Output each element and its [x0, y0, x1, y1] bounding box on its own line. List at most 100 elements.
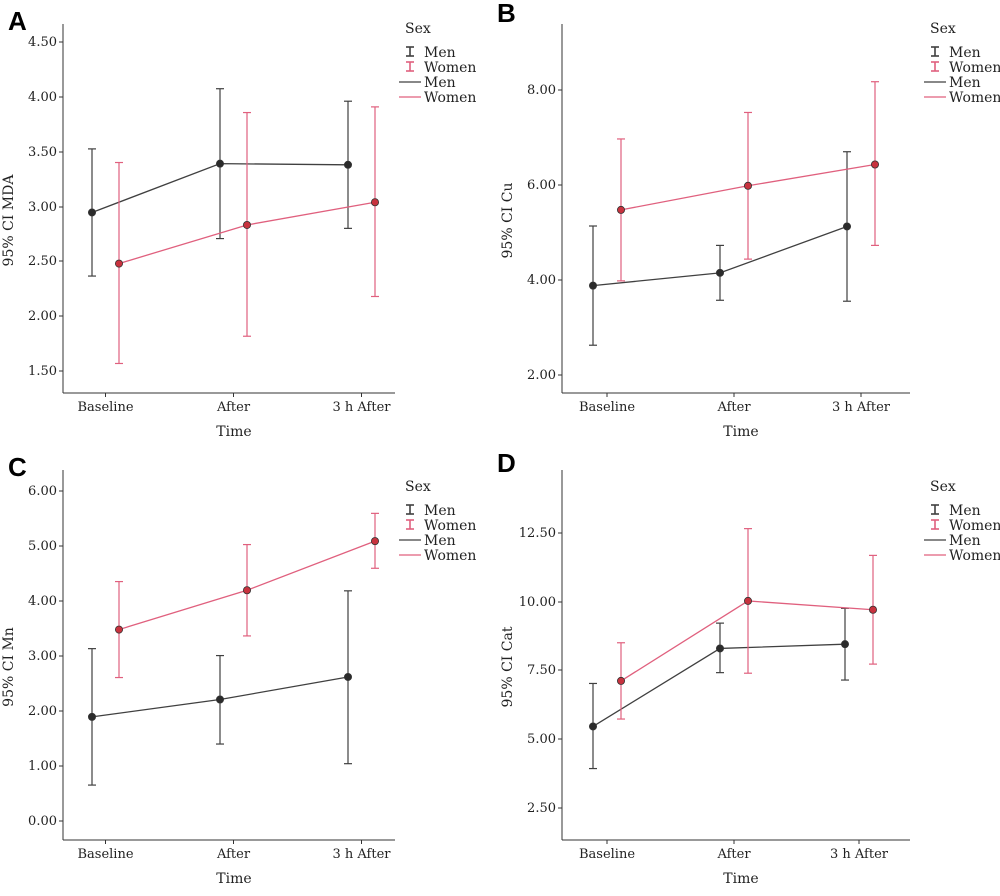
x-axis-title: Time: [216, 871, 251, 887]
data-point: [88, 208, 97, 217]
y-tick-label: 8.00: [527, 83, 556, 98]
x-tick-label: After: [216, 847, 251, 862]
legend-title: Sex: [930, 21, 956, 37]
series-line: [592, 643, 846, 727]
data-point: [843, 222, 852, 231]
chart-panel-d: D 2.50 5.00 7.50 10.00 12.50 Baseline After 3 h …: [497, 448, 1000, 887]
legend-title: Sex: [405, 479, 431, 495]
data-point: [617, 676, 626, 685]
panel-letter: D: [497, 448, 516, 478]
data-point: [841, 640, 850, 649]
chart-panel-a: A 1.50 2.00 2.50 3.00 3.50 4.00 4.50 Baseline Aft…: [1, 6, 476, 440]
data-point: [871, 160, 880, 169]
legend-item-label: Women: [424, 518, 476, 534]
data-point: [370, 198, 379, 207]
y-tick-label: 10.00: [519, 595, 556, 610]
data-point: [869, 605, 878, 614]
series-men: [88, 88, 352, 277]
data-point: [716, 644, 725, 653]
x-tick-label: Baseline: [579, 400, 635, 415]
legend-item-label: Women: [424, 548, 476, 564]
series-women: [617, 81, 880, 282]
data-point: [215, 695, 224, 704]
data-point: [115, 259, 124, 268]
data-point: [215, 159, 224, 168]
x-tick-label: After: [716, 400, 751, 415]
x-tick-label: 3 h After: [332, 847, 391, 862]
series-women: [617, 528, 878, 720]
chart-panel-b: B 2.00 4.00 6.00 8.00 Baseline After 3 h After T…: [497, 0, 1000, 440]
legend-item-label: Men: [424, 75, 456, 91]
x-tick-label: 3 h After: [332, 400, 391, 415]
data-point: [115, 625, 124, 634]
data-point: [88, 712, 97, 721]
y-tick-label: 2.00: [527, 368, 556, 383]
data-point: [744, 596, 753, 605]
legend-item-label: Women: [424, 90, 476, 106]
y-tick-label: 3.00: [28, 200, 57, 215]
legend-item-label: Men: [949, 45, 981, 61]
y-tick-label: 2.00: [28, 309, 57, 324]
y-tick-label: 12.50: [519, 526, 556, 541]
legend-item-label: Men: [424, 45, 456, 61]
data-point: [242, 220, 251, 229]
data-point: [617, 205, 626, 214]
y-tick-label: 1.00: [28, 759, 57, 774]
legend-item-label: Men: [424, 533, 456, 549]
data-point: [343, 160, 352, 169]
y-axis-title: 95% CI MDA: [1, 174, 17, 267]
legend-item-label: Women: [949, 518, 1000, 534]
series-men: [589, 151, 852, 346]
legend-item-label: Women: [949, 90, 1000, 106]
y-axis-title: 95% CI Cu: [500, 183, 516, 259]
y-tick-label: 1.50: [28, 364, 57, 379]
x-tick-label: After: [216, 400, 251, 415]
x-tick-label: 3 h After: [830, 847, 889, 862]
x-axis-title: Time: [216, 424, 251, 440]
legend-title: Sex: [405, 21, 431, 37]
legend-item-label: Men: [949, 533, 981, 549]
y-tick-label: 3.50: [28, 145, 57, 160]
x-axis-title: Time: [723, 871, 758, 887]
y-tick-label: 0.00: [28, 814, 57, 829]
y-tick-label: 2.50: [527, 801, 556, 816]
y-tick-label: 4.50: [28, 35, 57, 50]
series-men: [88, 590, 352, 786]
panel-letter: B: [497, 0, 516, 28]
data-point: [589, 722, 598, 731]
x-tick-label: Baseline: [77, 847, 133, 862]
y-tick-label: 4.00: [527, 273, 556, 288]
series-line: [620, 600, 874, 682]
data-point: [744, 181, 753, 190]
data-point: [242, 586, 251, 595]
series-women: [115, 106, 379, 365]
legend-item-label: Men: [424, 503, 456, 519]
legend-item-label: Men: [949, 75, 981, 91]
y-tick-label: 2.00: [28, 704, 57, 719]
y-tick-label: 5.00: [28, 539, 57, 554]
x-tick-label: Baseline: [579, 847, 635, 862]
panel-letter: A: [8, 6, 27, 36]
legend-item-label: Men: [949, 503, 981, 519]
x-tick-label: After: [716, 847, 751, 862]
legend-item-label: Women: [949, 60, 1000, 76]
data-point: [589, 281, 598, 290]
data-point: [343, 672, 352, 681]
y-tick-label: 6.00: [527, 178, 556, 193]
x-axis-title: Time: [723, 424, 758, 440]
chart-panel-c: C 0.00 1.00 2.00 3.00 4.00 5.00 6.00 Baseline Aft…: [1, 452, 476, 887]
y-axis-title: 95% CI Mn: [1, 627, 17, 707]
legend-item-label: Women: [949, 548, 1000, 564]
data-point: [716, 268, 725, 277]
y-tick-label: 5.00: [527, 732, 556, 747]
x-tick-label: Baseline: [77, 400, 133, 415]
x-tick-label: 3 h After: [832, 400, 891, 415]
y-tick-label: 3.00: [28, 649, 57, 664]
y-tick-label: 4.00: [28, 594, 57, 609]
y-tick-label: 2.50: [28, 254, 57, 269]
